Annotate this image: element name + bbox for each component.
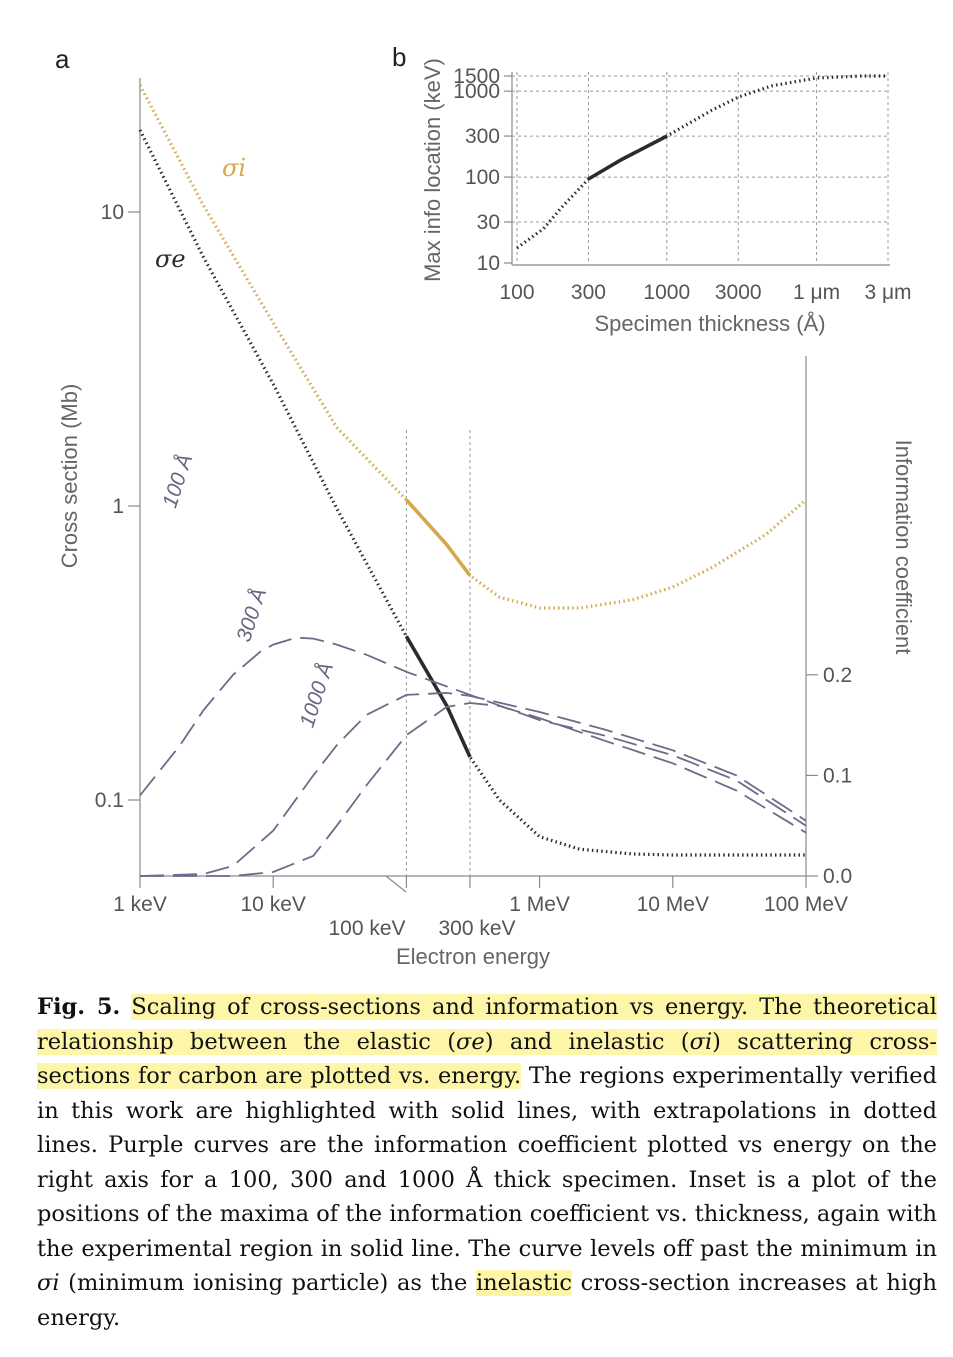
caption-sym-e: σe: [456, 1028, 485, 1055]
curve-label-100: 100 Å: [158, 451, 197, 510]
sigma-e-curve-solid: [404, 635, 472, 758]
inset-y-tick-label: 1000: [453, 80, 500, 103]
curve-label-300: 300 Å: [232, 585, 271, 644]
inset-x-tick-label: 3 μm: [864, 281, 911, 304]
caption-part-1: Scaling of cross-sections and informatio…: [37, 994, 937, 1055]
main-series: [138, 84, 808, 877]
inset-x-tick-label: 3000: [715, 281, 762, 304]
caption-part-6: The regions experimentally verified in t…: [37, 1063, 937, 1262]
x-tick-label: 10 MeV: [637, 893, 709, 916]
main-ticks: 1 keV 10 keV 1 MeV 10 MeV 100 MeV 100 keV 300 …: [95, 201, 852, 940]
x-tick-label: 100 MeV: [764, 893, 848, 916]
inset-y-tick-label: 100: [465, 166, 500, 189]
y-right-tick-label: 0.1: [823, 764, 852, 787]
caption-part-8: inelastic: [475, 1270, 572, 1296]
y-right-tick-label: 0.2: [823, 664, 852, 687]
caption-part-3: inelastic: [568, 1028, 665, 1055]
caption-part-9: cross-section increases at high energy.: [37, 1270, 937, 1331]
caption-part-2: ) and: [484, 1028, 569, 1055]
x-tick-label: 1 MeV: [509, 893, 570, 916]
inset-y-tick-label: 300: [465, 125, 500, 148]
info-coefficient-curve: [139, 636, 807, 827]
sigma-e-label: σe: [155, 245, 186, 273]
y-left-tick-label: 0.1: [95, 789, 124, 812]
x-tick-label: 1 keV: [113, 893, 167, 916]
figure-svg: a b 1 keV 10 keV 1 MeV 10 MeV 100 MeV 100 keV…: [55, 42, 916, 969]
info-coefficient-curve: [139, 691, 807, 877]
main-ylabel-right: Information coefficient: [891, 440, 916, 655]
caption-sym-i: σi: [689, 1028, 713, 1055]
inset-xlabel: Specimen thickness (Å): [594, 311, 825, 336]
inset-curve-dotted: [516, 74, 888, 250]
sigma-i-curve-dotted: [138, 84, 808, 610]
caption-part-7: (minimum ionising particle) as the: [59, 1270, 476, 1296]
y-left-tick-label: 1: [112, 495, 124, 518]
caption-part-4: (: [664, 1028, 690, 1055]
sigma-i-curve-solid: [405, 498, 472, 577]
y-right-tick-label: 0.0: [823, 865, 852, 888]
caption-sym-i-2: σi: [37, 1270, 60, 1296]
sigma-i-label: σi: [222, 154, 246, 182]
inset-y-tick-label: 1500: [453, 65, 500, 88]
caption-part-5: ) scattering cross-sections for carbon a…: [37, 1028, 938, 1090]
inset-y-tick-label: 30: [477, 211, 500, 234]
figure-caption: Fig. 5. Scaling of cross-sections and in…: [37, 990, 938, 1335]
x-extra-tick-label: 100 keV: [328, 917, 405, 940]
curve-label-1000: 1000 Å: [296, 660, 338, 730]
inset-curve-solid: [587, 134, 668, 181]
panel-a-label: a: [55, 44, 70, 74]
x-tick-label: 10 keV: [241, 893, 306, 916]
main-ylabel-left: Cross section (Mb): [57, 384, 82, 569]
sigma-e-curve-dotted: [138, 129, 806, 857]
inset-y-tick-label: 10: [477, 252, 500, 275]
inset-grid: [512, 72, 890, 265]
tick-leader: [385, 875, 407, 893]
inset-x-tick-label: 1 μm: [793, 281, 840, 304]
panel-b-label: b: [392, 42, 406, 72]
inset-series: [516, 74, 888, 250]
inset-ylabel: Max info location (keV): [420, 58, 445, 282]
x-extra-tick-label: 300 keV: [438, 917, 515, 940]
y-left-tick-label: 10: [101, 201, 124, 224]
inset-x-tick-label: 1000: [643, 281, 690, 304]
main-xlabel: Electron energy: [396, 944, 550, 969]
caption-fig-label: Fig. 5.: [37, 994, 121, 1020]
inset-x-tick-label: 300: [571, 281, 606, 304]
inset-x-tick-label: 100: [499, 281, 534, 304]
info-coefficient-curve: [140, 702, 807, 877]
